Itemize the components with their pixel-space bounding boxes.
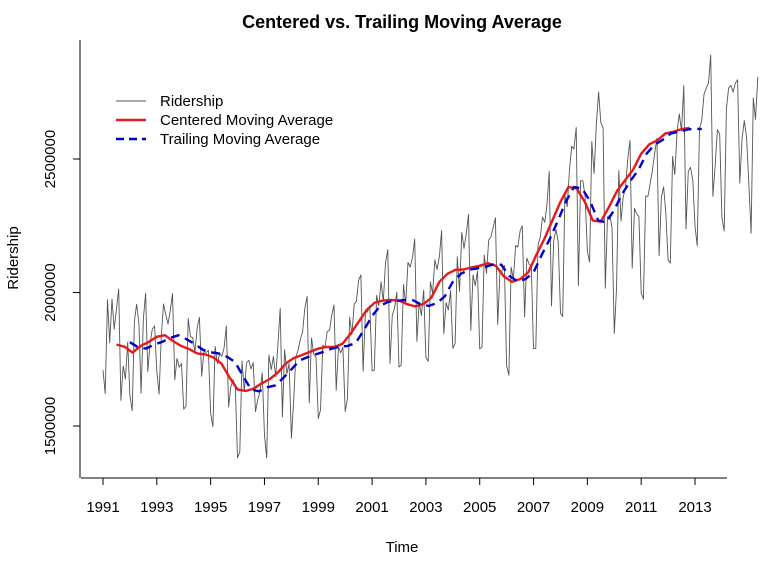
y-axis-label: Ridership bbox=[5, 226, 22, 289]
y-tick-label: 1500000 bbox=[42, 397, 59, 455]
series-layer bbox=[102, 54, 759, 459]
plot-area bbox=[102, 54, 759, 459]
series-line-centered-moving-average bbox=[116, 126, 690, 393]
y-axis-ticks: 1500000 2000000 2500000 bbox=[42, 130, 80, 455]
x-tick-label: 2005 bbox=[463, 499, 496, 516]
x-tick-label: 2011 bbox=[625, 499, 657, 516]
y-tick-label: 2000000 bbox=[42, 263, 59, 321]
y-tick-label: 2500000 bbox=[42, 130, 59, 188]
legend: Ridership Centered Moving Average Trailing… bbox=[116, 93, 333, 148]
x-tick-label: 1991 bbox=[86, 499, 119, 516]
x-tick-label: 2013 bbox=[678, 499, 711, 516]
x-tick-label: 2009 bbox=[571, 499, 604, 516]
series-line-ridership bbox=[102, 54, 759, 459]
series-line-trailing-moving-average bbox=[129, 127, 702, 393]
x-tick-label: 1997 bbox=[248, 499, 281, 516]
x-tick-label: 1999 bbox=[302, 499, 335, 516]
x-tick-label: 2001 bbox=[355, 499, 388, 516]
x-axis-label: Time bbox=[386, 539, 419, 556]
legend-label: Trailing Moving Average bbox=[160, 131, 320, 148]
x-tick-label: 1995 bbox=[194, 499, 227, 516]
x-tick-label: 2007 bbox=[517, 499, 550, 516]
x-tick-label: 1993 bbox=[140, 499, 173, 516]
legend-label: Centered Moving Average bbox=[160, 112, 333, 129]
chart-title: Centered vs. Trailing Moving Average bbox=[242, 12, 562, 32]
legend-label: Ridership bbox=[160, 93, 223, 110]
x-tick-label: 2003 bbox=[409, 499, 442, 516]
x-axis-ticks: 1991 1993 1995 1997 1999 2001 2003 2005 2007 2009… bbox=[86, 478, 712, 516]
